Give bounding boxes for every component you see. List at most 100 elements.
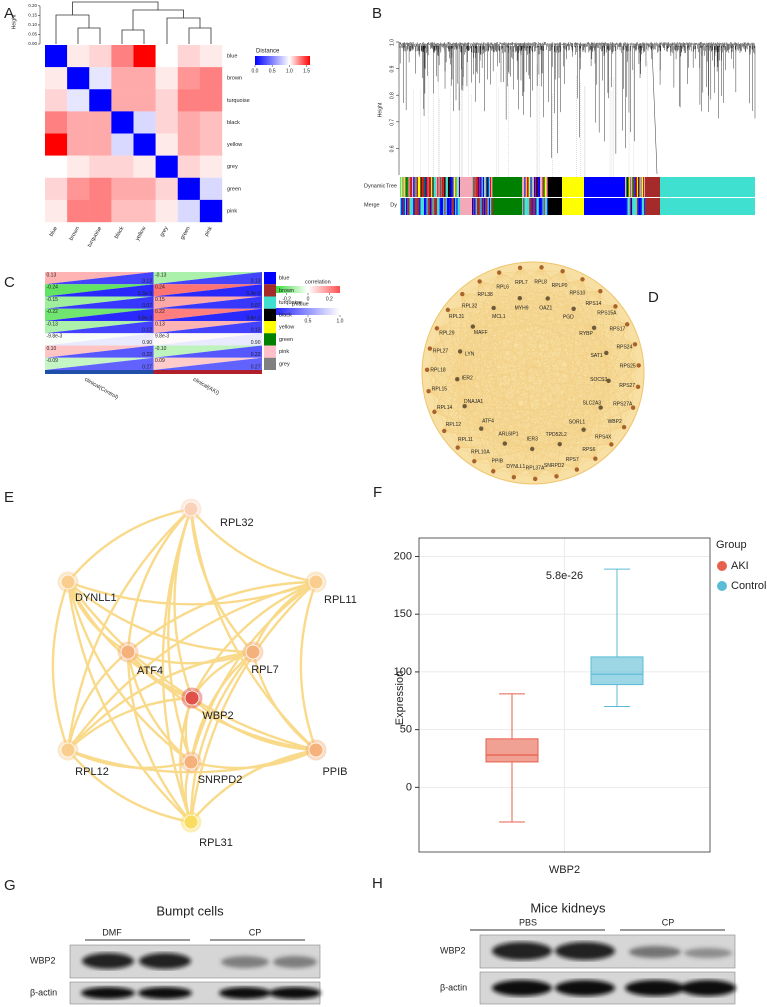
edge	[472, 324, 628, 327]
edge	[532, 324, 628, 450]
legend-tick-label: -0.2	[282, 296, 291, 302]
edge	[429, 298, 548, 349]
module-swatch	[264, 284, 276, 297]
edge	[573, 308, 625, 428]
legend-tick-label: 0.2	[326, 296, 333, 302]
module-bar	[639, 198, 641, 215]
module-bar	[409, 177, 411, 197]
node	[183, 814, 199, 830]
gene-label: RPL37A	[526, 465, 545, 471]
correlation-label: -0.09	[47, 358, 59, 364]
edge	[429, 348, 514, 478]
module-bar	[455, 198, 457, 215]
row-label: yellow	[227, 142, 242, 148]
gene-label: RPS17	[609, 327, 625, 333]
edge	[513, 267, 542, 478]
edge	[504, 344, 636, 444]
module-bar	[418, 198, 420, 215]
edge	[535, 327, 595, 480]
pvalue-cell	[45, 321, 154, 334]
panel-label: D	[648, 289, 659, 306]
module-bar	[493, 177, 522, 197]
edge	[434, 411, 533, 450]
edge	[576, 407, 634, 470]
edge	[600, 386, 639, 408]
heatmap-cell	[177, 199, 201, 223]
edge	[436, 328, 465, 407]
module-bar	[408, 198, 410, 215]
blot-bands	[81, 987, 321, 999]
pvalue-label: 0.22	[251, 352, 261, 358]
edge	[462, 293, 639, 366]
module-bar	[442, 177, 444, 197]
edge	[593, 327, 634, 408]
heatmap-cell	[45, 199, 68, 223]
node-label: SNRPD2	[198, 774, 243, 786]
edge	[66, 581, 192, 763]
gene-node	[632, 342, 638, 347]
pvalue-label: 0.90	[251, 340, 261, 346]
gene-node	[427, 346, 433, 351]
legend-tick-label: 0.5	[269, 68, 276, 74]
column-label: pink	[204, 226, 214, 238]
group-label: DMF	[102, 927, 122, 937]
module-bar	[418, 177, 420, 197]
edge	[428, 391, 625, 428]
edge	[532, 365, 639, 450]
gene-node	[455, 377, 460, 382]
module-bar	[543, 177, 545, 197]
edge	[479, 281, 494, 309]
edge	[504, 443, 577, 470]
edge	[481, 428, 514, 478]
edge	[519, 267, 595, 328]
module-bar	[536, 177, 538, 197]
pvalue-cell	[153, 308, 262, 321]
edge	[459, 351, 494, 472]
edge	[595, 386, 639, 459]
heatmap-cell	[155, 177, 178, 201]
module-bar	[487, 177, 489, 197]
module-label: turquoise	[279, 300, 302, 306]
edge	[520, 267, 601, 292]
module-bar	[479, 177, 481, 197]
edge	[126, 508, 192, 653]
edge	[299, 581, 318, 751]
module-bar	[451, 198, 453, 215]
edge	[434, 411, 505, 444]
edge	[472, 326, 514, 478]
edge	[462, 293, 533, 450]
edge	[464, 406, 494, 472]
edge	[436, 328, 505, 444]
module-bar	[645, 198, 660, 215]
edge	[576, 429, 584, 470]
edge	[541, 267, 616, 307]
gene-node	[457, 349, 463, 354]
edge	[615, 306, 639, 387]
edge	[573, 308, 577, 470]
module-bar	[480, 198, 482, 215]
edge	[434, 324, 628, 413]
edge	[562, 271, 607, 354]
edge	[576, 380, 609, 470]
module-bar	[526, 177, 529, 197]
pvalue-cell	[45, 296, 154, 309]
edge	[481, 428, 612, 445]
pvalue-label: 5.3e-3	[246, 291, 260, 297]
node-label: WBP2	[202, 710, 233, 722]
edge	[606, 352, 612, 445]
edge	[427, 369, 609, 381]
edge	[481, 428, 536, 480]
edge	[459, 294, 463, 352]
edge	[472, 271, 563, 327]
gene-label: RPS14	[585, 301, 601, 307]
edge	[459, 351, 577, 470]
edge	[462, 293, 505, 444]
edge	[479, 281, 482, 429]
edge	[504, 365, 639, 444]
edge	[457, 379, 625, 428]
edge	[189, 651, 254, 823]
module-bar	[456, 177, 458, 197]
heatmap-cell	[155, 45, 178, 68]
edge	[460, 324, 628, 352]
heatmap-cell	[177, 133, 201, 156]
